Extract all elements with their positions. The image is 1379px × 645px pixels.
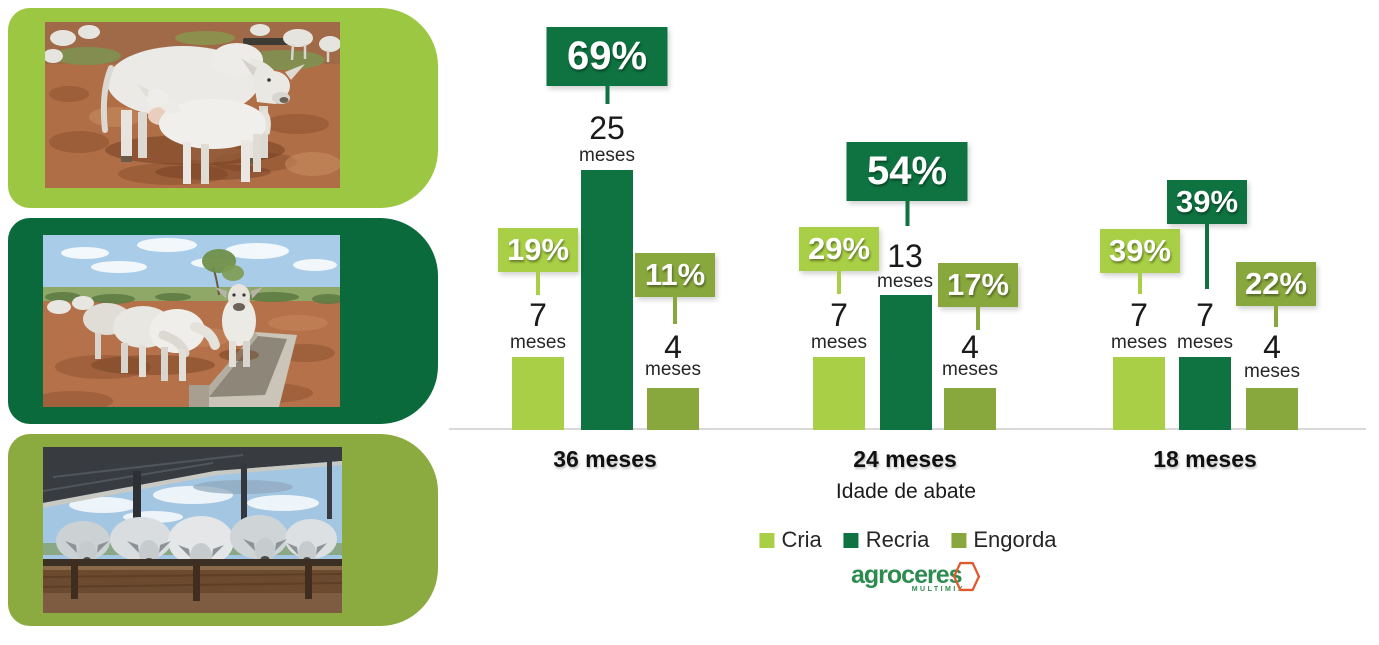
bar-recria-18meses: [1179, 357, 1231, 430]
unit-label: meses: [877, 271, 933, 292]
unit-label: meses: [1177, 332, 1233, 353]
legend-label-recria: Recria: [865, 527, 930, 552]
agroceres-multimix-logo: agroceres MULTIMIX: [851, 561, 980, 593]
value-label: 7: [1130, 297, 1148, 333]
cria-color-swatch: [759, 532, 775, 548]
category-label-24meses: 24 meses: [853, 446, 957, 472]
chart-legend: Cria Recria Engorda: [759, 527, 1057, 553]
barn-roof: [43, 447, 342, 503]
callout-engorda-18meses: 22%: [1236, 262, 1316, 327]
bar-recria-36meses: [581, 170, 633, 430]
unit-label: meses: [645, 359, 701, 380]
callout-engorda-36meses: 11%: [635, 253, 715, 324]
value-label: 4: [664, 329, 682, 365]
percent-badge: 54%: [846, 142, 968, 201]
drinking-cattle-group: [83, 303, 220, 381]
callout-cria-24meses: 29%: [799, 227, 879, 294]
percent-badge: 22%: [1236, 262, 1316, 306]
category-label-18meses: 18 meses: [1153, 446, 1257, 472]
feedlot-cattle-photo: [43, 447, 342, 613]
percent-badge: 29%: [799, 227, 879, 271]
bar-engorda-24meses: [944, 388, 996, 430]
legend-item-engorda: Engorda: [951, 527, 1057, 553]
bar-cria-18meses: [1113, 357, 1165, 430]
recria-color-swatch: [843, 532, 859, 548]
percent-badge: 11%: [635, 253, 715, 297]
percent-badge: 39%: [1100, 229, 1180, 273]
value-label: 13: [887, 238, 923, 274]
logo-brand-text: agroceres: [851, 561, 963, 589]
unit-label: meses: [1244, 361, 1300, 382]
percent-badge: 69%: [546, 27, 668, 86]
feed-bunk-rail: [43, 559, 342, 566]
percent-badge: 39%: [1167, 180, 1247, 224]
unit-label: meses: [942, 359, 998, 380]
value-label: 7: [830, 297, 848, 333]
standing-cow-figure: [215, 284, 263, 367]
value-label: 25: [589, 110, 625, 146]
callout-stem: [605, 86, 609, 104]
value-label: 4: [1263, 329, 1281, 365]
callout-recria-36meses: 69%: [546, 27, 668, 104]
callout-cria-36meses: 19%: [498, 228, 578, 295]
cow-calf-nursing-photo: [45, 22, 340, 188]
cattle-water-trough-photo: [43, 235, 340, 407]
value-label: 4: [961, 329, 979, 365]
legend-label-cria: Cria: [781, 527, 822, 552]
value-label: 7: [529, 297, 547, 333]
x-axis-title: Idade de abate: [835, 480, 977, 503]
bar-cria-36meses: [512, 357, 564, 430]
callout-stem: [837, 271, 841, 294]
legend-item-cria: Cria: [759, 527, 822, 553]
legend-item-recria: Recria: [843, 527, 930, 553]
unit-label: meses: [811, 332, 867, 353]
bar-engorda-18meses: [1246, 388, 1298, 430]
callout-stem: [1138, 273, 1142, 294]
callout-stem: [905, 201, 909, 226]
logo-sub-text: MULTIMIX: [911, 586, 965, 593]
value-label: 7: [1196, 297, 1214, 333]
unit-label: meses: [1111, 332, 1167, 353]
callout-stem: [1205, 224, 1209, 289]
callout-recria-18meses: 39%: [1167, 180, 1247, 289]
unit-label: meses: [579, 145, 635, 166]
callout-recria-24meses: 54%: [846, 142, 968, 226]
callout-stem: [1274, 306, 1278, 327]
callout-stem: [976, 307, 980, 330]
unit-label: meses: [510, 332, 566, 353]
bar-recria-24meses: [880, 295, 932, 430]
bar-cria-24meses: [813, 357, 865, 430]
callout-cria-18meses: 39%: [1100, 229, 1180, 294]
callout-stem: [536, 272, 540, 295]
bar-engorda-36meses: [647, 388, 699, 430]
engorda-color-swatch: [951, 532, 967, 548]
calf-figure: [137, 84, 271, 184]
percent-badge: 19%: [498, 228, 578, 272]
logo-hexagon-icon: [953, 561, 980, 592]
category-label-36meses: 36 meses: [553, 446, 657, 472]
percent-badge: 17%: [938, 263, 1018, 307]
callout-stem: [673, 297, 677, 324]
legend-label-engorda: Engorda: [973, 527, 1057, 552]
callout-engorda-24meses: 17%: [938, 263, 1018, 330]
